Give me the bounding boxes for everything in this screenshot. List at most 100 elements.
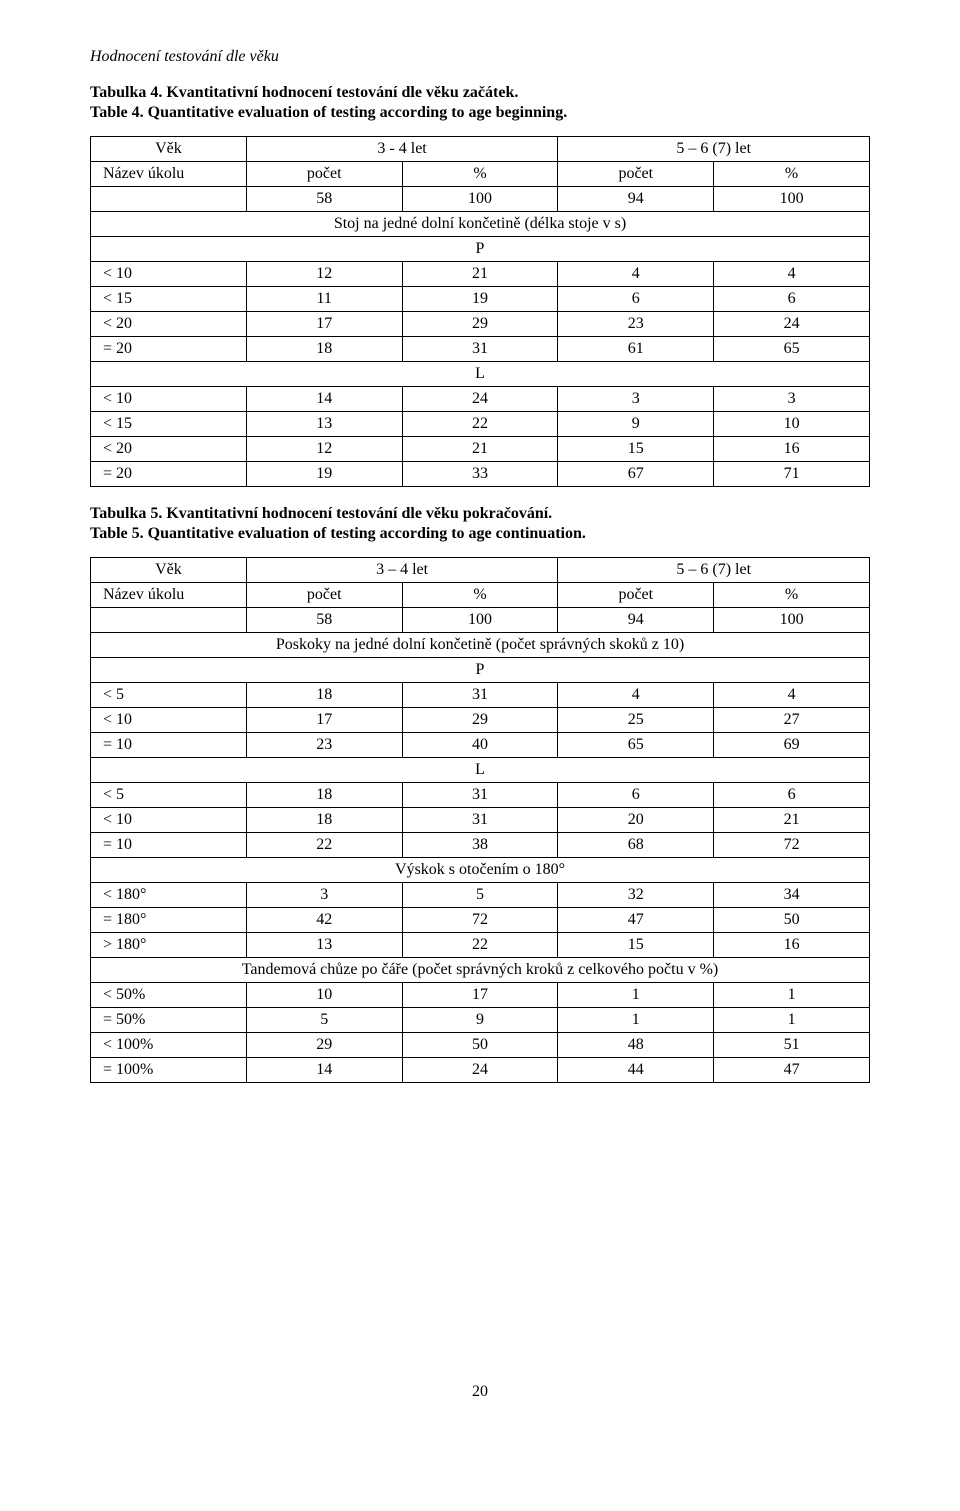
table-row: Věk 3 - 4 let 5 – 6 (7) let: [91, 137, 870, 162]
table5-captions: Tabulka 5. Kvantitativní hodnocení testo…: [90, 505, 870, 543]
cell: 19: [246, 462, 402, 487]
table-row: < 10 12 21 4 4: [91, 262, 870, 287]
cell: %: [714, 162, 870, 187]
cell: 6: [714, 783, 870, 808]
cell: 3 - 4 let: [246, 137, 558, 162]
table-row: L: [91, 362, 870, 387]
cell: Název úkolu: [91, 583, 247, 608]
cell: 17: [246, 708, 402, 733]
cell: Stoj na jedné dolní končetině (délka sto…: [91, 212, 870, 237]
cell: 11: [246, 287, 402, 312]
cell: Název úkolu: [91, 162, 247, 187]
cell: 22: [246, 833, 402, 858]
cell: 4: [558, 683, 714, 708]
cell: 14: [246, 387, 402, 412]
cell: Věk: [91, 558, 247, 583]
cell: 9: [558, 412, 714, 437]
table-row: Tandemová chůze po čáře (počet správných…: [91, 958, 870, 983]
table-row: P: [91, 658, 870, 683]
table4-captions: Tabulka 4. Kvantitativní hodnocení testo…: [90, 84, 870, 122]
cell: 23: [246, 733, 402, 758]
table-row: = 100% 14 24 44 47: [91, 1058, 870, 1083]
cell: 71: [714, 462, 870, 487]
table-row: 58 100 94 100: [91, 608, 870, 633]
cell: 100: [402, 187, 558, 212]
table-row: < 5 18 31 6 6: [91, 783, 870, 808]
cell: 23: [558, 312, 714, 337]
table-row: < 20 17 29 23 24: [91, 312, 870, 337]
table-row: = 180° 42 72 47 50: [91, 908, 870, 933]
cell: 5: [246, 1008, 402, 1033]
cell: = 10: [91, 733, 247, 758]
cell: 9: [402, 1008, 558, 1033]
cell: 69: [714, 733, 870, 758]
cell: 13: [246, 933, 402, 958]
cell: 47: [714, 1058, 870, 1083]
table-row: < 10 17 29 25 27: [91, 708, 870, 733]
cell: < 10: [91, 387, 247, 412]
table-row: = 20 18 31 61 65: [91, 337, 870, 362]
table-row: < 5 18 31 4 4: [91, 683, 870, 708]
cell: 22: [402, 933, 558, 958]
cell: < 100%: [91, 1033, 247, 1058]
table-row: Výskok s otočením o 180°: [91, 858, 870, 883]
cell: 67: [558, 462, 714, 487]
cell: 5: [402, 883, 558, 908]
cell: 51: [714, 1033, 870, 1058]
table-row: = 10 22 38 68 72: [91, 833, 870, 858]
cell: 29: [246, 1033, 402, 1058]
cell: 1: [558, 1008, 714, 1033]
cell: 16: [714, 437, 870, 462]
cell: %: [402, 162, 558, 187]
cell: 4: [714, 262, 870, 287]
cell: 15: [558, 933, 714, 958]
table-row: Název úkolu počet % počet %: [91, 583, 870, 608]
cell: 33: [402, 462, 558, 487]
cell: počet: [558, 162, 714, 187]
cell: 100: [714, 187, 870, 212]
cell: 4: [558, 262, 714, 287]
cell: < 5: [91, 783, 247, 808]
cell: P: [91, 658, 870, 683]
table-row: < 10 18 31 20 21: [91, 808, 870, 833]
table-row: < 180° 3 5 32 34: [91, 883, 870, 908]
cell: 13: [246, 412, 402, 437]
cell: Poskoky na jedné dolní končetině (počet …: [91, 633, 870, 658]
cell: 16: [714, 933, 870, 958]
cell: 44: [558, 1058, 714, 1083]
cell: > 180°: [91, 933, 247, 958]
cell: Věk: [91, 137, 247, 162]
cell: = 180°: [91, 908, 247, 933]
cell: 34: [714, 883, 870, 908]
table-row: < 100% 29 50 48 51: [91, 1033, 870, 1058]
table-row: = 50% 5 9 1 1: [91, 1008, 870, 1033]
cell: počet: [558, 583, 714, 608]
page-number: 20: [90, 1383, 870, 1401]
cell: %: [402, 583, 558, 608]
cell: Tandemová chůze po čáře (počet správných…: [91, 958, 870, 983]
cell: < 50%: [91, 983, 247, 1008]
cell: < 10: [91, 708, 247, 733]
cell: 21: [402, 437, 558, 462]
section-heading: Hodnocení testování dle věku: [90, 48, 870, 66]
cell: = 100%: [91, 1058, 247, 1083]
cell: 1: [714, 983, 870, 1008]
table-row: < 20 12 21 15 16: [91, 437, 870, 462]
cell: 72: [714, 833, 870, 858]
cell: 19: [402, 287, 558, 312]
cell: 29: [402, 708, 558, 733]
cell: 20: [558, 808, 714, 833]
table-row: < 15 11 19 6 6: [91, 287, 870, 312]
cell: 5 – 6 (7) let: [558, 137, 870, 162]
table-row: P: [91, 237, 870, 262]
cell: 17: [246, 312, 402, 337]
cell: počet: [246, 162, 402, 187]
cell: < 15: [91, 287, 247, 312]
table4-caption-en: Table 4. Quantitative evaluation of test…: [90, 104, 870, 122]
cell: < 20: [91, 437, 247, 462]
table-row: = 10 23 40 65 69: [91, 733, 870, 758]
cell: 3: [558, 387, 714, 412]
cell: 3: [714, 387, 870, 412]
cell: 10: [714, 412, 870, 437]
table5: Věk 3 – 4 let 5 – 6 (7) let Název úkolu …: [90, 557, 870, 1083]
